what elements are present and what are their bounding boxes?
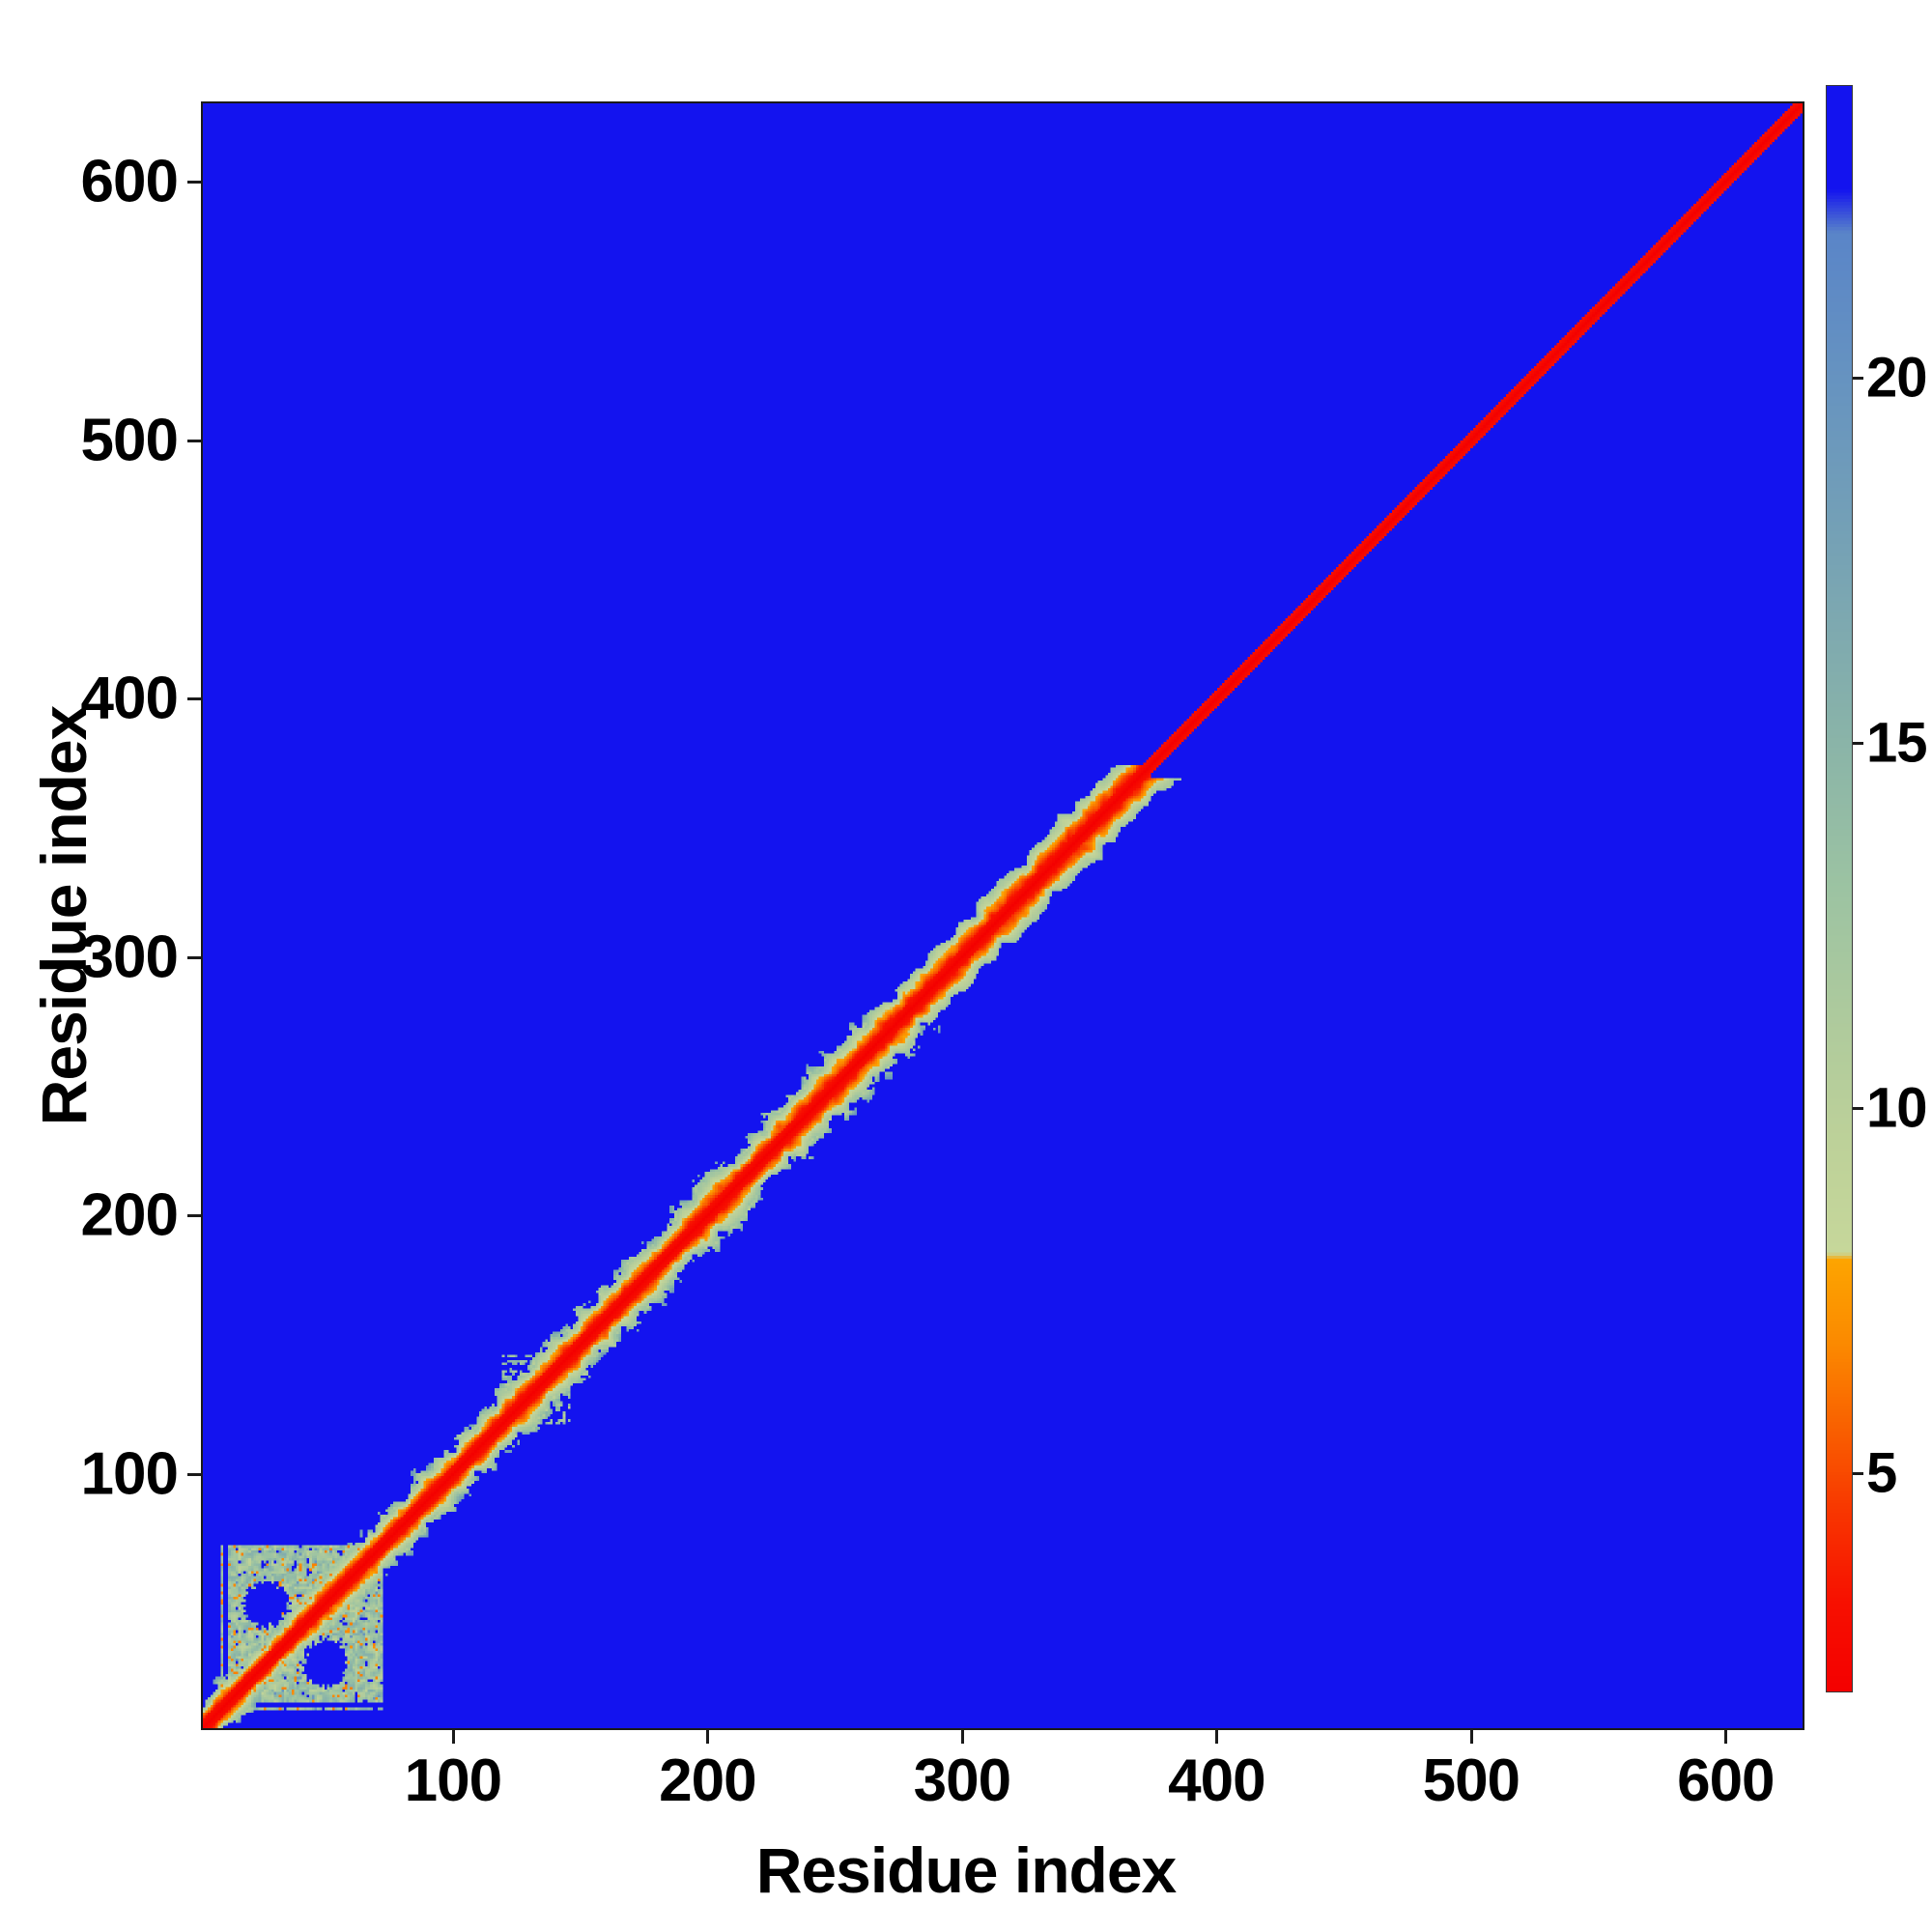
colorbar[interactable] [1826,85,1853,1692]
colorbar-tick-label: 10 [1866,1076,1928,1140]
y-tick-mark [187,1214,201,1218]
y-tick-mark [187,955,201,959]
x-tick-mark [960,1730,964,1744]
colorbar-tick-mark [1853,1472,1863,1476]
y-tick-label: 500 [80,407,179,474]
colorbar-tick-label: 5 [1866,1441,1897,1505]
x-tick-mark [1724,1730,1728,1744]
x-tick-label: 600 [1677,1747,1775,1814]
y-tick-label: 600 [80,148,179,215]
distance-map-canvas [203,103,1803,1728]
x-tick-mark [1215,1730,1219,1744]
x-tick-label: 400 [1168,1747,1265,1814]
y-tick-mark [187,697,201,701]
heatmap-plot-area[interactable] [201,101,1804,1730]
x-tick-label: 100 [404,1747,502,1814]
y-axis-label: Residue index [28,705,99,1126]
colorbar-tick-mark [1853,376,1863,380]
x-tick-label: 500 [1422,1747,1520,1814]
y-tick-label: 100 [80,1440,179,1508]
colorbar-tick-label: 20 [1866,346,1928,410]
y-tick-mark [187,439,201,442]
x-axis-label: Residue index [755,1834,1177,1906]
colorbar-tick-label: 15 [1866,711,1928,775]
x-tick-label: 200 [659,1747,756,1814]
y-tick-label: 400 [80,665,179,732]
y-tick-label: 300 [80,923,179,991]
x-tick-label: 300 [913,1747,1011,1814]
x-tick-mark [451,1730,455,1744]
colorbar-gradient [1827,86,1852,1691]
y-tick-mark [187,180,201,184]
x-tick-mark [1469,1730,1473,1744]
y-tick-label: 200 [80,1181,179,1249]
x-tick-mark [706,1730,710,1744]
colorbar-tick-mark [1853,1106,1863,1110]
y-tick-mark [187,1473,201,1477]
colorbar-tick-mark [1853,741,1863,745]
